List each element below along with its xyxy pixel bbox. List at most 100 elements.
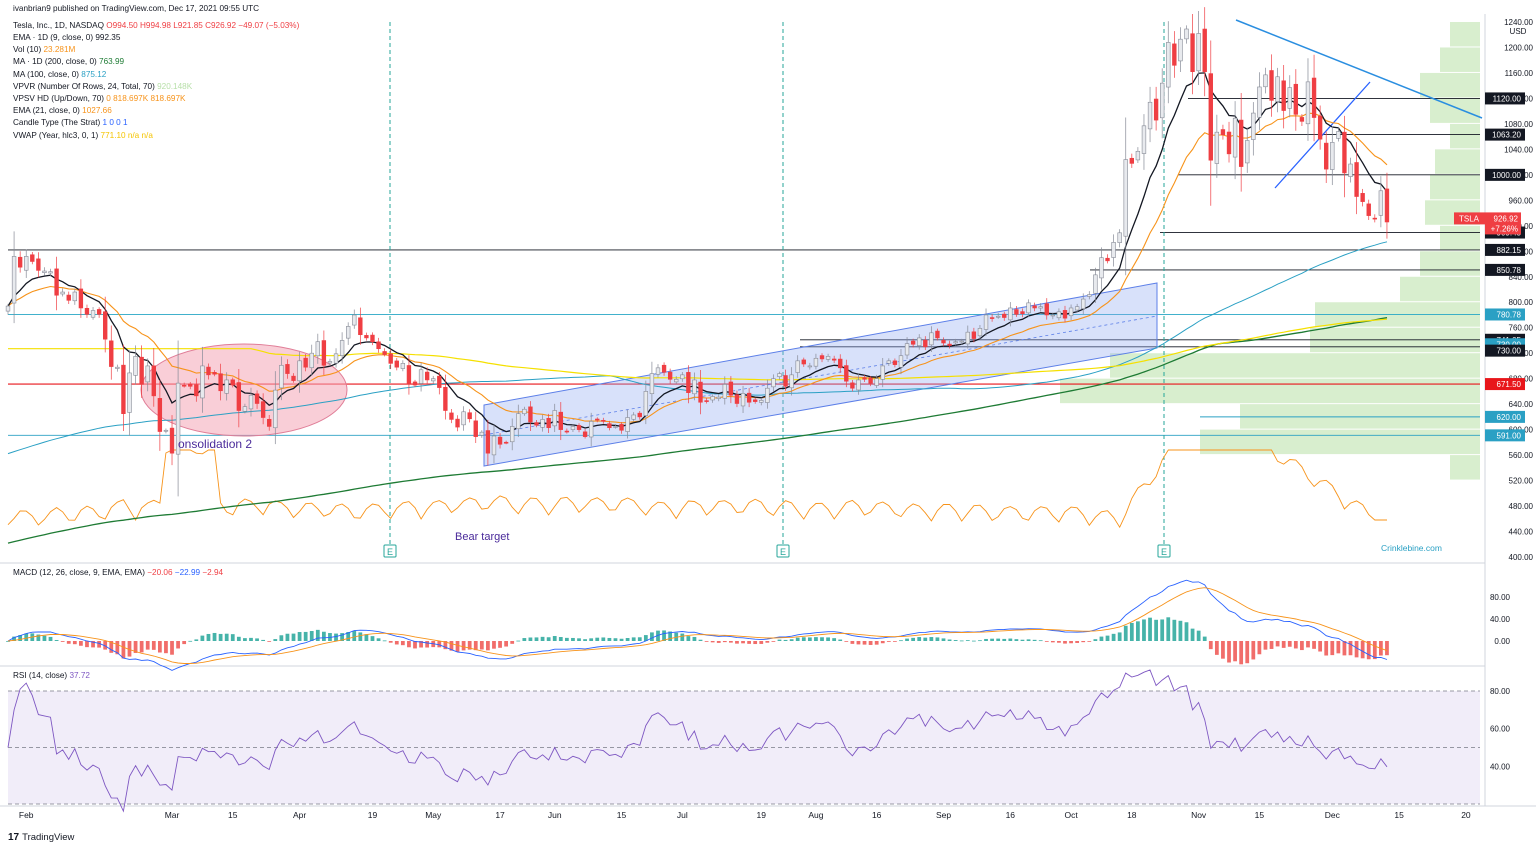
earnings-marker-label: E	[387, 547, 393, 557]
indicator-4[interactable]: VPVR (Number Of Rows, 24, Total, 70) 920…	[13, 81, 192, 93]
candle-body	[291, 375, 296, 381]
candle-body	[66, 294, 71, 301]
candle-body	[1008, 307, 1013, 321]
macd-hist-bar	[1196, 630, 1201, 641]
macd-hist-bar	[1257, 641, 1262, 655]
macd-hist-bar	[941, 638, 946, 641]
macd-hist-bar	[631, 637, 636, 641]
candle-body	[254, 393, 260, 404]
candle-body	[1111, 242, 1116, 258]
vpvr-bar	[1450, 123, 1480, 149]
candle-body	[1336, 131, 1341, 139]
macd-hist-bar	[18, 635, 23, 641]
candle-body	[333, 353, 339, 364]
macd-hist-bar	[1148, 617, 1152, 641]
macd-hist-bar	[109, 641, 114, 653]
macd-hist-bar	[1032, 639, 1037, 641]
candle-body	[90, 310, 96, 318]
candle-body	[1160, 82, 1165, 119]
time-tick: 15	[1394, 810, 1404, 820]
indicator-label: VWAP (Year, hlc3, 0, 1)	[13, 130, 101, 140]
macd-hist-bar	[273, 639, 278, 641]
candle-body	[497, 436, 503, 445]
downtrend-line	[1235, 19, 1483, 119]
time-tick: Apr	[293, 810, 306, 820]
price-tick: 760.00	[1509, 324, 1534, 333]
candle-body	[613, 426, 618, 428]
macd-hist-bar	[753, 641, 758, 645]
macd-hist-bar	[437, 641, 442, 648]
candle-body	[42, 270, 47, 273]
macd-hist-bar	[1281, 641, 1286, 648]
candle-body	[473, 420, 478, 437]
candle-body	[923, 339, 928, 348]
price-tick: 960.00	[1509, 196, 1534, 205]
indicator-3[interactable]: MA (100, close, 0) 875.12	[13, 69, 106, 81]
candles	[5, 7, 1390, 497]
macd-hist-bar	[1239, 641, 1244, 665]
macd-hist-bar	[279, 635, 284, 641]
candle-body	[1184, 28, 1189, 40]
candle-body	[394, 360, 399, 368]
macd-hist-bar	[1227, 641, 1231, 663]
candle-body	[910, 340, 916, 345]
candle-body	[115, 366, 120, 369]
candle-body	[510, 426, 515, 443]
macd-hist-bar	[771, 641, 776, 642]
macd-hist-bar	[36, 634, 41, 641]
vpvr-bar	[1060, 378, 1480, 404]
candle-body	[728, 381, 734, 396]
candle-body	[303, 357, 308, 368]
indicator-0[interactable]: EMA · 1D (9, close, 0) 992.35	[13, 32, 120, 44]
macd-hist-bar	[984, 638, 988, 641]
vpvr-bar	[1440, 225, 1480, 251]
macd-hist-bar	[72, 641, 77, 645]
level-badge	[1485, 429, 1525, 442]
time-tick: 17	[495, 810, 505, 820]
candle-body	[989, 317, 995, 319]
macd-hist-bar	[382, 640, 387, 642]
macd-hist-bar	[947, 639, 952, 641]
macd-legend[interactable]: MACD (12, 26, close, 9, EMA, EMA) −20.06…	[13, 567, 223, 579]
tradingview-logo[interactable]: 17 TradingView	[8, 832, 74, 843]
macd-hist-bar	[589, 638, 594, 641]
macd-hist-bar	[358, 632, 363, 641]
macd-hist-bar	[133, 641, 138, 653]
watermark-label: Crinklebine.com	[1381, 543, 1442, 553]
candle-body	[315, 341, 320, 357]
candle-body	[1275, 76, 1280, 102]
candle-body	[850, 382, 855, 389]
candle-body	[1020, 311, 1025, 315]
indicator-2[interactable]: MA · 1D (200, close, 0) 763.99	[13, 56, 124, 68]
macd-hist-bar	[303, 631, 308, 641]
macd-hist-bar	[1300, 641, 1304, 651]
candle-body	[72, 291, 78, 302]
candle-body	[1324, 142, 1329, 170]
candle-body	[400, 363, 406, 369]
indicator-6[interactable]: EMA (21, close, 0) 1027.66	[13, 105, 112, 117]
indicator-label: EMA (21, close, 0)	[13, 106, 83, 116]
macd-hist-bar	[965, 640, 970, 641]
indicator-5[interactable]: VPSV HD (Up/Down, 70) 0 818.697K 818.697…	[13, 93, 186, 105]
indicator-8[interactable]: VWAP (Year, hlc3, 0, 1) 771.10 n/a n/a	[13, 130, 153, 142]
macd-hist-bar	[188, 640, 193, 642]
macd-hist-bar	[1136, 621, 1140, 641]
macd-hist-bar	[1330, 641, 1335, 656]
candle-body	[479, 431, 485, 436]
candle-body	[1038, 306, 1043, 309]
indicator-value: 1027.66	[82, 106, 112, 116]
candle-body	[206, 366, 211, 376]
candle-body	[643, 391, 649, 416]
macd-hist-bar	[1372, 641, 1377, 660]
macd-hist-bar	[625, 638, 630, 641]
candle-body	[412, 381, 418, 386]
indicator-7[interactable]: Candle Type (The Strat) 1 0 0 1	[13, 117, 128, 129]
symbol-legend[interactable]: Tesla, Inc., 1D, NASDAQ O994.50 H994.98 …	[13, 20, 299, 32]
rsi-legend[interactable]: RSI (14, close) 37.72	[13, 670, 90, 682]
indicator-1[interactable]: Vol (10) 23.281M	[13, 44, 75, 56]
vpvr-bar	[1430, 98, 1480, 123]
time-tick: Oct	[1064, 810, 1078, 820]
macd-hist-bar	[1214, 641, 1219, 655]
candle-body	[1208, 73, 1213, 161]
